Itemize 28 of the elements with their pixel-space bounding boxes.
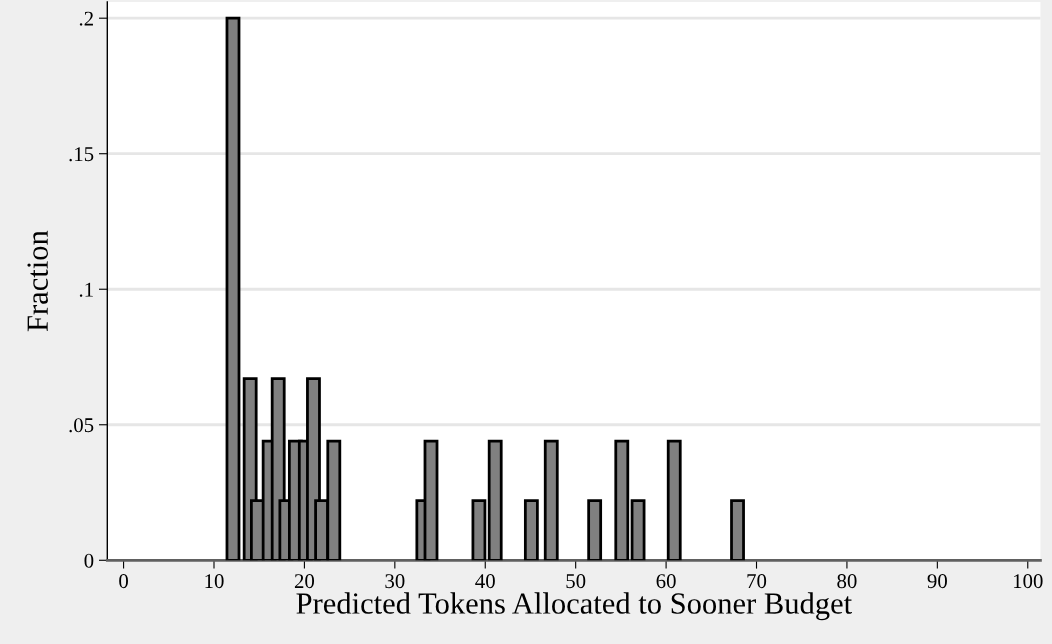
x-tick-label: 30: [385, 574, 405, 589]
bar: [730, 499, 745, 561]
y-tick-label: .05: [69, 418, 94, 433]
x-tick-label: 20: [294, 574, 315, 589]
bar: [630, 499, 646, 561]
x-tick-label: 100: [1013, 574, 1043, 589]
x-tick-label: 0: [119, 574, 128, 589]
bar: [487, 439, 503, 561]
bar: [471, 499, 487, 561]
bar: [587, 499, 603, 561]
y-tick-label: .15: [69, 147, 94, 162]
x-tick-label: 90: [927, 574, 947, 589]
y-tick-label: .1: [79, 282, 93, 297]
x-tick-label: 70: [747, 574, 767, 589]
bar: [543, 439, 559, 561]
y-tick-label: 0: [84, 553, 94, 568]
x-tick-label: 40: [475, 574, 495, 589]
x-tick-label: 80: [837, 574, 857, 589]
x-tick-label: 50: [566, 574, 586, 589]
bar: [666, 439, 682, 561]
x-tick-label: 60: [656, 574, 676, 589]
bar: [225, 16, 241, 561]
x-tick-label: 10: [205, 574, 224, 589]
x-axis-title: Predicted Tokens Allocated to Sooner Budget: [296, 592, 852, 621]
bar: [523, 499, 539, 561]
y-axis-title: Fraction: [27, 230, 48, 332]
y-tick-label: .2: [79, 11, 93, 26]
bar: [614, 439, 630, 561]
